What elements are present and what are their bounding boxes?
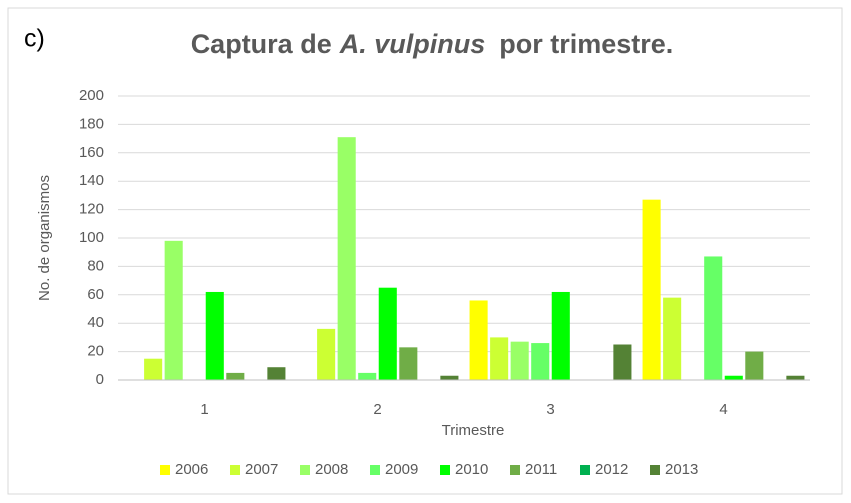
bar <box>469 300 488 380</box>
legend-swatch <box>300 465 310 475</box>
panel-label: c) <box>24 25 45 53</box>
bar <box>551 291 570 380</box>
chart-title: Captura de A. vulpinus por trimestre. <box>191 29 674 59</box>
bar <box>642 199 661 380</box>
y-tick-label: 40 <box>87 314 104 331</box>
bar <box>317 328 336 380</box>
y-axis-title: No. de organismos <box>36 175 53 301</box>
bar <box>704 256 723 380</box>
bar <box>724 375 743 380</box>
y-tick-label: 100 <box>79 229 104 246</box>
legend-label: 2006 <box>175 461 208 478</box>
legend-swatch <box>650 465 660 475</box>
bar <box>358 372 377 380</box>
bar <box>613 344 632 380</box>
bar <box>267 367 286 380</box>
title-part: Captura de <box>191 29 332 59</box>
legend-swatch <box>230 465 240 475</box>
chart-border <box>7 7 843 495</box>
bar <box>531 343 550 380</box>
bar <box>399 347 418 380</box>
y-tick-label: 80 <box>87 257 104 274</box>
y-tick-label: 120 <box>79 201 104 218</box>
y-tick-label: 140 <box>79 172 104 189</box>
x-tick-label: 2 <box>373 401 381 418</box>
bar <box>164 240 183 380</box>
bar <box>745 351 764 380</box>
legend-label: 2012 <box>595 461 628 478</box>
legend-label: 2008 <box>315 461 348 478</box>
legend-swatch <box>440 465 450 475</box>
legend-label: 2010 <box>455 461 488 478</box>
y-tick-label: 200 <box>79 87 104 104</box>
y-tick-label: 0 <box>96 371 104 388</box>
bar <box>226 372 245 380</box>
legend-swatch <box>160 465 170 475</box>
bar <box>205 291 224 380</box>
bar <box>378 287 397 380</box>
legend-label: 2011 <box>525 461 557 478</box>
legend-swatch <box>580 465 590 475</box>
y-tick-label: 180 <box>79 115 104 132</box>
bar <box>490 337 509 380</box>
legend-label: 2007 <box>245 461 278 478</box>
x-axis-title: Trimestre <box>442 422 505 439</box>
legend-label: 2013 <box>665 461 698 478</box>
legend-swatch <box>510 465 520 475</box>
x-tick-label: 3 <box>546 401 554 418</box>
legend-label: 2009 <box>385 461 418 478</box>
title-part: por trimestre. <box>499 29 673 59</box>
bar <box>440 375 459 380</box>
bar <box>786 375 805 380</box>
y-tick-label: 20 <box>87 343 104 360</box>
bar <box>144 358 163 380</box>
bar <box>337 137 356 380</box>
bar <box>510 341 529 380</box>
x-tick-label: 4 <box>719 401 727 418</box>
y-tick-label: 160 <box>79 144 104 161</box>
y-tick-label: 60 <box>87 286 104 303</box>
x-tick-label: 1 <box>200 401 208 418</box>
title-part: A. vulpinus <box>339 29 486 59</box>
bar <box>663 297 682 380</box>
legend-swatch <box>370 465 380 475</box>
